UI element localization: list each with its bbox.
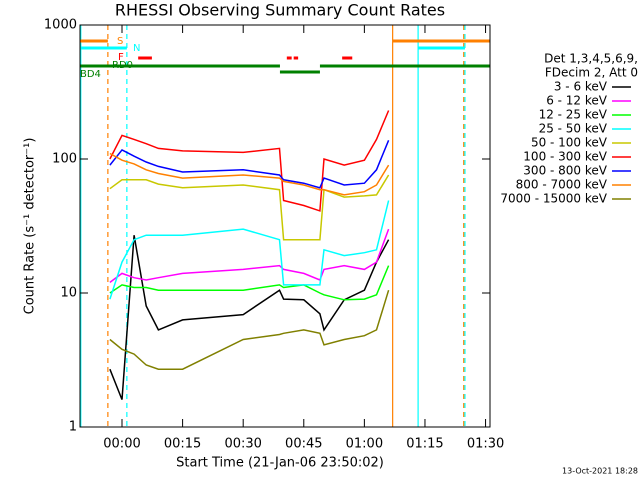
flag-label: RD0 bbox=[112, 60, 133, 71]
legend-label: 800 - 7000 keV bbox=[516, 178, 608, 192]
legend-label: 12 - 25 keV bbox=[539, 108, 608, 122]
legend-label: 7000 - 15000 keV bbox=[500, 192, 607, 206]
legend-label: 300 - 800 keV bbox=[523, 164, 607, 178]
x-tick-label: 00:30 bbox=[224, 437, 261, 452]
legend-label: 50 - 100 keV bbox=[531, 136, 608, 150]
x-tick-label: 00:15 bbox=[164, 437, 201, 452]
plot-frame bbox=[79, 24, 491, 428]
series-line bbox=[109, 140, 390, 189]
flag-label: F bbox=[118, 52, 124, 63]
flag-label: BD4 bbox=[80, 69, 101, 80]
series-line bbox=[109, 110, 390, 212]
flag-label: S bbox=[117, 36, 123, 47]
x-axis-label: Start Time (21-Jan-06 23:50:02) bbox=[176, 456, 384, 471]
y-axis-label: Count Rate (s⁻¹ detector⁻¹) bbox=[23, 138, 38, 315]
legend-header: FDecim 2, Att 0 bbox=[545, 66, 638, 80]
series-line bbox=[109, 174, 390, 241]
flag-label: N bbox=[133, 43, 140, 54]
y-tick-label: 1 bbox=[69, 420, 77, 435]
x-tick-label: 00:00 bbox=[103, 437, 140, 452]
x-tick-label: 01:30 bbox=[467, 437, 504, 452]
chart-title: RHESSI Observing Summary Count Rates bbox=[115, 1, 445, 20]
legend-header: Det 1,3,4,5,6,9, bbox=[544, 52, 638, 66]
legend-label: 25 - 50 keV bbox=[539, 122, 608, 136]
y-tick-label: 10 bbox=[60, 286, 77, 301]
series-line bbox=[109, 152, 390, 196]
legend-label: 3 - 6 keV bbox=[554, 80, 608, 94]
series-line bbox=[109, 265, 390, 301]
legend-label: 6 - 12 keV bbox=[546, 94, 608, 108]
y-tick-label: 100 bbox=[52, 152, 77, 167]
series-line bbox=[109, 235, 390, 400]
x-tick-label: 01:00 bbox=[346, 437, 383, 452]
y-tick-label: 1000 bbox=[44, 18, 77, 33]
x-tick-label: 00:45 bbox=[285, 437, 322, 452]
legend-label: 100 - 300 keV bbox=[523, 150, 607, 164]
series-line bbox=[109, 289, 390, 370]
x-tick-label: 01:15 bbox=[406, 437, 443, 452]
footer: 13-Oct-2021 18:28 bbox=[562, 467, 638, 476]
series-line bbox=[109, 200, 390, 300]
